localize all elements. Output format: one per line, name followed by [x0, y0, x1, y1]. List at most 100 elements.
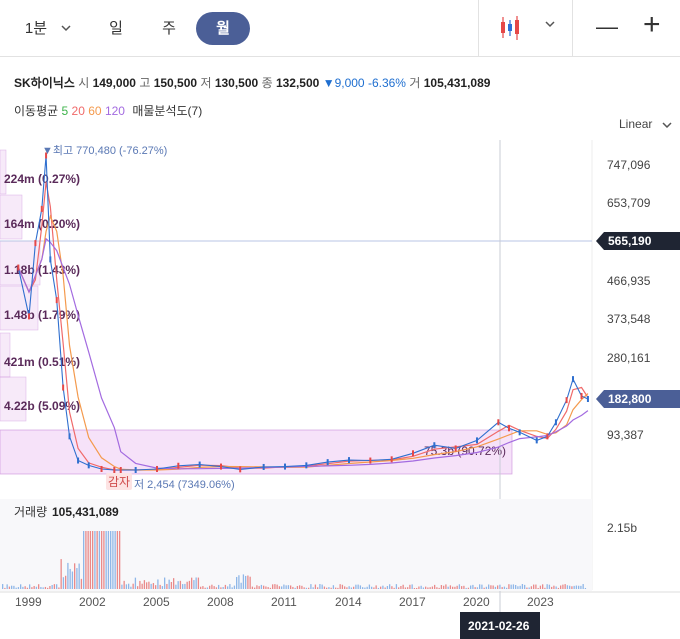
- volume-bar: [250, 577, 251, 589]
- volume-bar: [373, 587, 374, 589]
- volume-bar: [38, 584, 39, 589]
- volume-bar: [389, 584, 390, 589]
- volume-bar: [88, 531, 89, 589]
- volume-bar: [103, 531, 104, 589]
- volume-bar: [198, 578, 199, 589]
- volume-bar: [337, 588, 338, 589]
- volume-bar: [308, 588, 309, 589]
- volume-bar: [421, 586, 422, 589]
- volume-bar: [295, 588, 296, 589]
- volume-bar: [220, 587, 221, 589]
- volume-bar: [571, 586, 572, 589]
- price-candle: [88, 462, 90, 468]
- volume-bar: [405, 587, 406, 589]
- volume-bar: [90, 531, 91, 589]
- volume-bar: [135, 578, 136, 589]
- volume-bar: [475, 587, 476, 589]
- volume-bar: [551, 587, 552, 589]
- volume-axis-tick: 2.15b: [607, 521, 637, 535]
- volume-bar: [157, 579, 158, 589]
- volume-bar: [394, 588, 395, 589]
- price-candle: [546, 433, 548, 439]
- volume-bar: [128, 584, 129, 589]
- volume-bar: [470, 586, 471, 589]
- volume-bar: [317, 587, 318, 589]
- ma20-line: [18, 182, 588, 470]
- volume-bar: [229, 584, 230, 589]
- price-candle: [327, 459, 329, 465]
- volume-bar: [531, 586, 532, 589]
- volume-bar: [358, 585, 359, 589]
- volume-bar: [416, 588, 417, 589]
- time-axis-tick: 2020: [463, 595, 490, 609]
- volume-bar: [76, 568, 77, 589]
- volume-bar: [299, 585, 300, 589]
- volume-bar: [378, 588, 379, 589]
- volume-bar: [297, 586, 298, 589]
- volume-bar: [274, 584, 275, 589]
- volume-bar: [371, 587, 372, 589]
- volume-bar: [247, 576, 248, 589]
- volume-bar: [459, 584, 460, 589]
- volume-bar: [270, 588, 271, 589]
- volume-bar: [495, 587, 496, 589]
- volume-bar: [79, 564, 80, 589]
- volume-bar: [7, 584, 8, 589]
- volume-bar: [146, 582, 147, 589]
- volume-bar: [169, 580, 170, 589]
- volume-bar: [504, 587, 505, 589]
- volume-bar: [319, 584, 320, 589]
- volume-bar: [412, 584, 413, 589]
- volume-bar: [506, 588, 507, 589]
- volume-bar: [130, 587, 131, 589]
- volume-bar: [34, 586, 35, 589]
- volume-bar: [331, 588, 332, 589]
- volume-bar: [83, 531, 84, 589]
- volume-bar: [56, 584, 57, 589]
- volume-bar: [175, 585, 176, 589]
- volume-bar: [477, 587, 478, 589]
- volume-bar: [272, 584, 273, 589]
- volume-bar: [155, 585, 156, 589]
- volume-bar: [49, 586, 50, 589]
- time-axis-tick: 2005: [143, 595, 170, 609]
- volume-bar: [9, 587, 10, 589]
- volume-bar: [484, 588, 485, 589]
- volume-bar: [196, 577, 197, 589]
- volume-bar: [232, 587, 233, 589]
- volume-bar: [479, 584, 480, 589]
- min-price-label: 저 2,454 (7349.06%): [134, 478, 235, 491]
- volume-bar: [313, 587, 314, 589]
- volume-bar: [279, 586, 280, 589]
- price-candle: [497, 419, 499, 425]
- time-axis-tick: 2002: [79, 595, 106, 609]
- volume-bar: [124, 581, 125, 589]
- volume-bar: [236, 577, 237, 589]
- volume-bar: [101, 531, 102, 589]
- volume-bar: [223, 587, 224, 589]
- volume-bar: [304, 587, 305, 589]
- volume-bar: [326, 588, 327, 589]
- volume-bar: [43, 587, 44, 589]
- volume-bar: [63, 577, 64, 589]
- volume-bar: [349, 586, 350, 589]
- volume-bar: [112, 531, 113, 589]
- volume-bar: [40, 587, 41, 589]
- volume-bar: [430, 587, 431, 589]
- volume-bar: [574, 586, 575, 589]
- price-candle: [412, 450, 414, 456]
- volume-bar: [290, 585, 291, 589]
- volume-bar: [328, 587, 329, 589]
- volume-bar: [218, 585, 219, 589]
- volume-bar: [187, 582, 188, 589]
- volume-bar: [369, 585, 370, 589]
- volume-bar: [493, 585, 494, 589]
- price-candle: [536, 437, 538, 443]
- volume-bar: [74, 563, 75, 589]
- volume-bar: [351, 588, 352, 589]
- volume-bar: [27, 588, 28, 589]
- volume-bar: [414, 588, 415, 589]
- price-candle: [476, 437, 478, 443]
- volume-bar: [11, 586, 12, 589]
